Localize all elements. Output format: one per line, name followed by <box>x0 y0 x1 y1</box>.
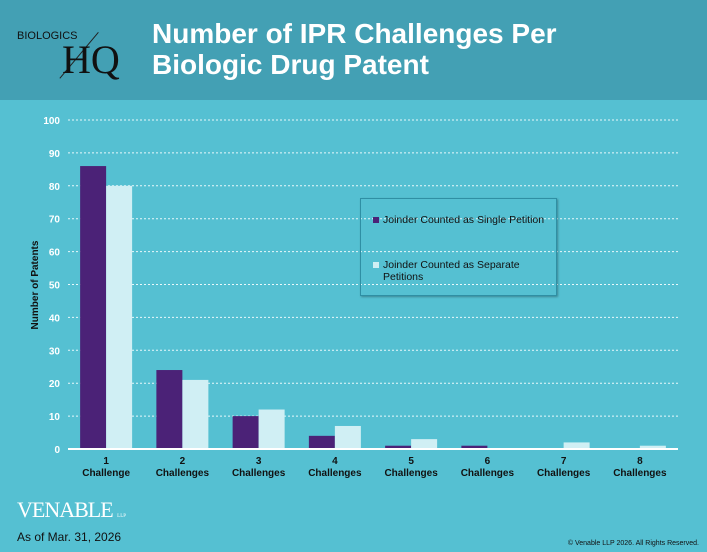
bar-2-1 <box>106 186 132 449</box>
venable-logo: VENABLE LLP <box>17 497 126 523</box>
legend-label: Joinder Counted as Single Petition <box>383 214 544 226</box>
x-tick-label: Challenges <box>232 468 286 479</box>
y-tick-label: 90 <box>49 149 61 160</box>
x-tick-label: 7 <box>561 456 567 467</box>
x-tick-label: Challenges <box>461 468 515 479</box>
bar-2-2 <box>182 380 208 449</box>
x-tick-label: Challenge <box>82 468 130 479</box>
bar-2-4 <box>335 426 361 449</box>
y-tick-label: 70 <box>49 215 61 226</box>
x-tick-label: 1 <box>103 456 109 467</box>
y-axis-label: Number of Patents <box>30 240 41 329</box>
bar-2-5 <box>411 439 437 449</box>
legend: Joinder Counted as Single Petition Joind… <box>360 198 557 296</box>
bar-1-2 <box>156 370 182 449</box>
x-tick-label: 3 <box>256 456 262 467</box>
x-tick-label: 8 <box>637 456 643 467</box>
legend-item: Joinder Counted as Single Petition <box>373 214 553 226</box>
brand: VENABLE <box>17 497 113 522</box>
legend-swatch <box>373 217 379 223</box>
x-tick-label: Challenges <box>537 468 591 479</box>
legend-label: Joinder Counted as Separate Petitions <box>383 259 553 283</box>
y-tick-label: 30 <box>49 346 61 357</box>
x-tick-label: 2 <box>180 456 186 467</box>
x-tick-label: Challenges <box>384 468 438 479</box>
x-tick-label: 5 <box>408 456 414 467</box>
y-tick-label: 50 <box>49 281 61 292</box>
x-tick-label: 6 <box>485 456 491 467</box>
bar-1-3 <box>233 416 259 449</box>
x-tick-label: Challenges <box>308 468 362 479</box>
y-tick-label: 10 <box>49 412 61 423</box>
brand-suffix: LLP <box>117 514 126 519</box>
copyright: © Venable LLP 2026. All Rights Reserved. <box>568 540 699 547</box>
bar-1-4 <box>309 436 335 449</box>
bar-1-1 <box>80 166 106 449</box>
y-tick-label: 80 <box>49 182 61 193</box>
x-tick-label: Challenges <box>156 468 210 479</box>
y-tick-label: 60 <box>49 248 61 259</box>
legend-swatch <box>373 262 379 268</box>
legend-item: Joinder Counted as Separate Petitions <box>373 259 553 283</box>
y-tick-label: 20 <box>49 379 61 390</box>
x-tick-label: 4 <box>332 456 338 467</box>
y-tick-label: 100 <box>43 116 60 127</box>
y-tick-label: 0 <box>54 445 60 456</box>
as-of-date: As of Mar. 31, 2026 <box>17 530 121 544</box>
y-tick-label: 40 <box>49 313 61 324</box>
bar-2-3 <box>259 410 285 449</box>
x-tick-label: Challenges <box>613 468 667 479</box>
